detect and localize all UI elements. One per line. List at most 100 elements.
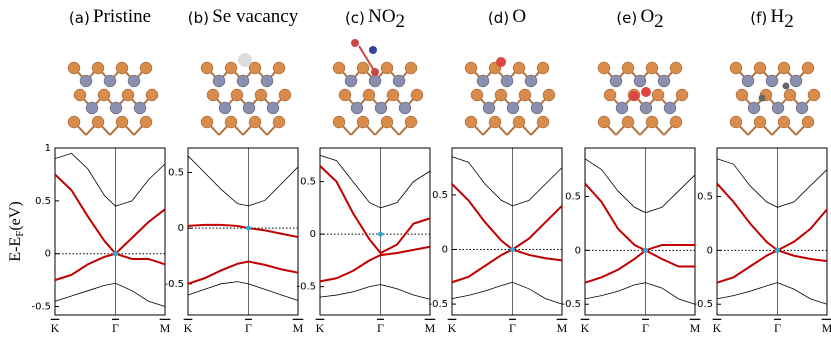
se-atom <box>645 61 659 75</box>
panel-title-text: H <box>770 6 784 27</box>
structure <box>332 39 424 136</box>
y-tick-label: 0 <box>310 229 316 240</box>
structure <box>200 53 292 136</box>
x-tick-label: K <box>316 321 325 335</box>
band-line <box>54 152 166 207</box>
metal-atom <box>79 74 93 88</box>
se-atom <box>139 61 153 75</box>
dirac-point <box>246 225 251 231</box>
metal-atom <box>266 101 280 115</box>
panel-title-text: Pristine <box>93 6 151 27</box>
y-tick-label: 0.5 <box>565 191 581 202</box>
se-atom <box>278 88 292 102</box>
y-tick-label: 0.5 <box>432 190 448 201</box>
metal-atom <box>133 101 147 115</box>
h-atom <box>782 82 790 90</box>
x-tick-label: K <box>184 321 193 335</box>
se-atom <box>272 115 286 129</box>
se-atom <box>380 115 394 129</box>
band-line <box>716 158 828 208</box>
metal-atom <box>741 74 755 88</box>
plot-frame <box>451 147 563 316</box>
panel-title: (b) Se vacancy <box>188 6 299 27</box>
panel-label: (d) <box>488 9 509 27</box>
dirac-point <box>775 247 780 253</box>
band-line <box>716 249 828 284</box>
y-tick-label: 0 <box>45 249 51 260</box>
se-atom <box>115 115 129 129</box>
x-tick-label: K <box>448 321 457 335</box>
x-tick-label: Γ <box>245 321 252 335</box>
se-atom <box>145 88 159 102</box>
plot-frame <box>54 147 166 316</box>
band-line <box>584 249 695 284</box>
band-line <box>451 248 563 284</box>
panel-label: (c) <box>345 9 365 27</box>
se-atom <box>470 88 484 102</box>
panel-title: (c) NO2 <box>345 6 405 32</box>
metal-atom <box>506 101 520 115</box>
se-atom <box>621 115 635 129</box>
metal-atom <box>609 74 623 88</box>
panel-title: (d) O <box>488 6 526 27</box>
se-atom <box>73 88 87 102</box>
structure <box>597 61 689 136</box>
panel-label: (a) <box>69 9 90 27</box>
panel-title-text: NO <box>368 6 395 27</box>
o-atom <box>351 39 359 47</box>
metal-atom <box>350 101 364 115</box>
panel-title-text: O <box>640 6 654 27</box>
y-tick-label: 1 <box>45 143 51 154</box>
y-tick-label: -0.5 <box>31 302 51 313</box>
se-atom <box>542 88 556 102</box>
metal-atom <box>368 74 382 88</box>
se-atom <box>97 88 111 102</box>
se-atom <box>675 88 689 102</box>
band-line <box>319 154 431 209</box>
metal-atom <box>657 74 671 88</box>
se-atom <box>410 88 424 102</box>
se-atom <box>512 115 526 129</box>
structure <box>464 57 556 136</box>
structure <box>729 61 821 136</box>
se-atom <box>224 61 238 75</box>
se-atom <box>230 88 244 102</box>
se-atom <box>404 115 418 129</box>
metal-atom <box>85 101 99 115</box>
se-atom <box>801 115 815 129</box>
metal-atom <box>109 101 123 115</box>
se-atom <box>139 115 153 129</box>
panel-title-sub: 2 <box>784 11 794 32</box>
panel-title-text: O <box>512 6 526 27</box>
y-tick-label: 0 <box>178 223 184 234</box>
o-atom <box>641 87 651 97</box>
se-atom <box>645 115 659 129</box>
se-atom <box>91 115 105 129</box>
y-tick-label: 0.5 <box>168 167 184 178</box>
y-axis-title-main: E-E <box>7 237 24 262</box>
band-line <box>451 156 563 207</box>
panel-label: (e) <box>616 9 637 27</box>
x-tick-label: K <box>713 321 722 335</box>
dirac-point <box>510 247 515 253</box>
se-atom <box>67 115 81 129</box>
y-tick-label: 0 <box>575 245 581 256</box>
se-atom <box>200 115 214 129</box>
band-line <box>54 252 166 282</box>
panel-title-text: Se vacancy <box>212 6 298 27</box>
se-atom <box>254 88 268 102</box>
h-atom <box>758 94 766 102</box>
band-line <box>54 173 166 256</box>
y-tick-label: -0.5 <box>561 299 581 310</box>
band-line <box>451 183 563 251</box>
band-line <box>187 155 299 207</box>
band-line <box>319 245 431 283</box>
se-atom <box>115 61 129 75</box>
se-atom <box>512 61 526 75</box>
metal-atom <box>212 74 226 88</box>
band-line <box>319 284 431 300</box>
metal-atom <box>242 101 256 115</box>
panel-title-sub: 2 <box>654 11 664 32</box>
x-tick-label: M <box>425 321 436 335</box>
